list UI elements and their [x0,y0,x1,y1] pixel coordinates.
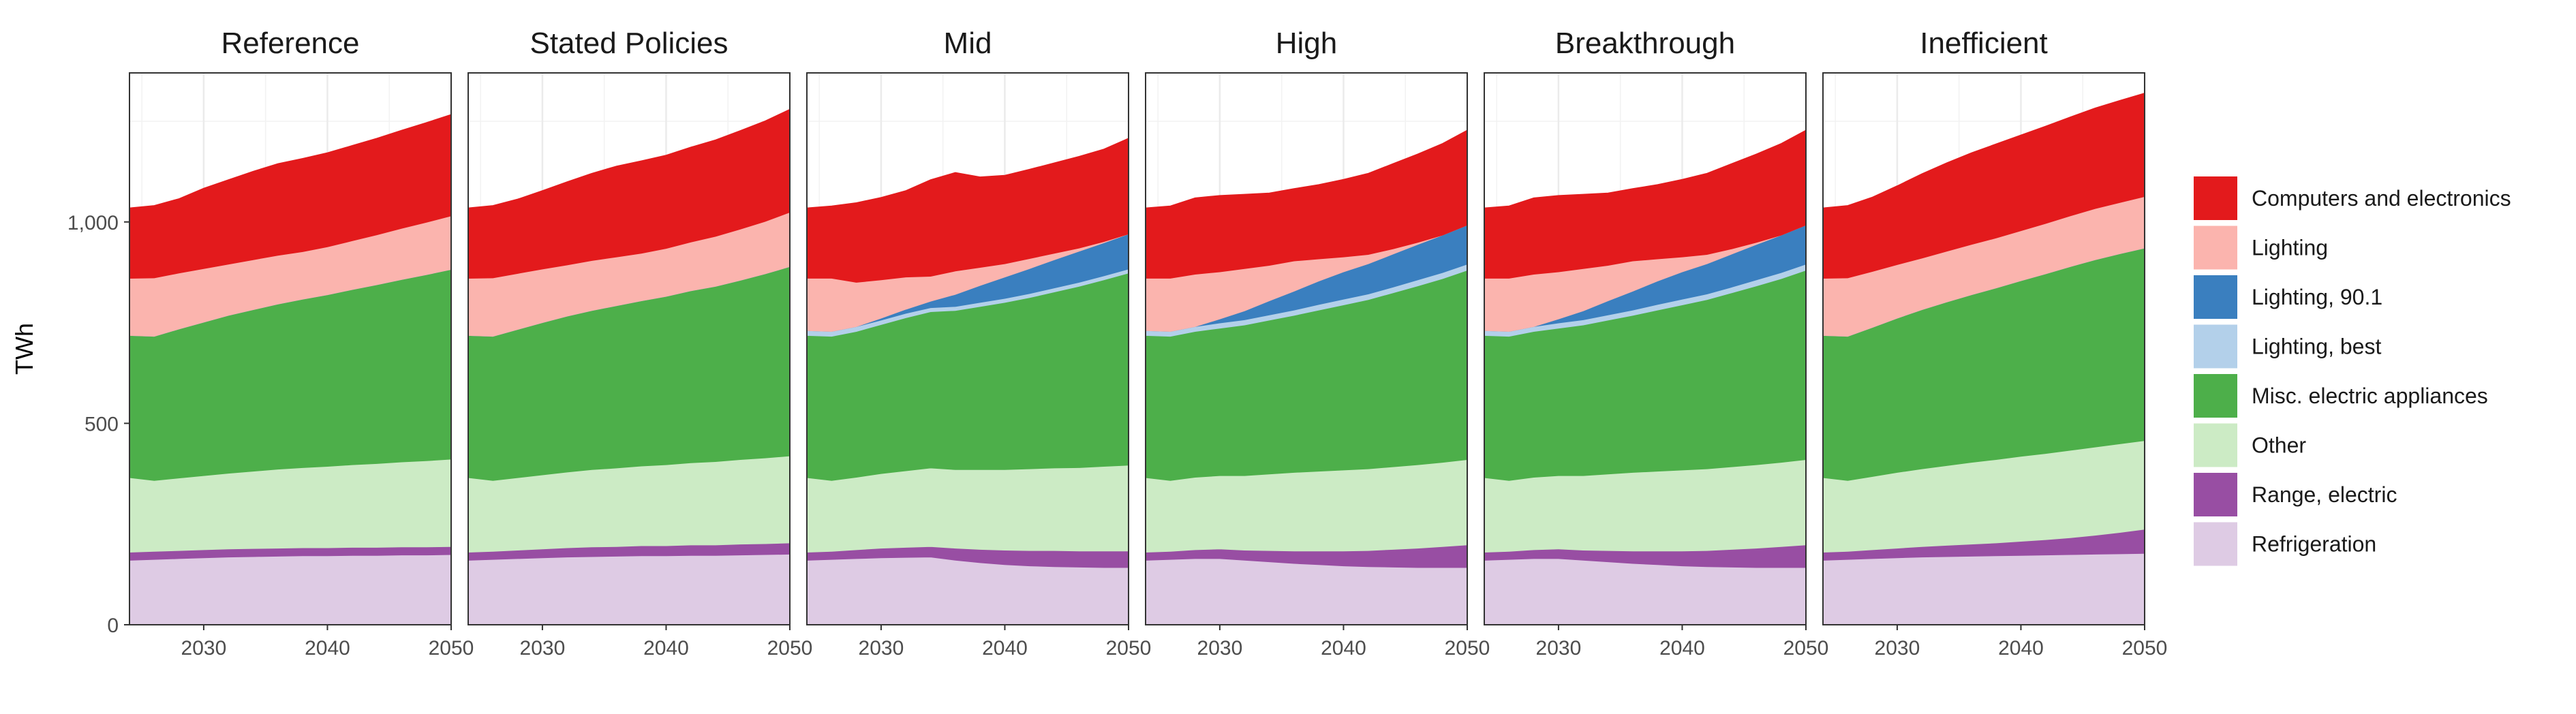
legend-item-other: Other [2192,422,2306,469]
legend-key [2192,521,2239,568]
panel-stated-policies: Stated Policies 2030 2040 2050 [467,27,813,659]
area-refrigeration [1145,558,1468,625]
legend-key [2192,175,2239,221]
legend-label: Other [2252,433,2306,458]
panel-reference: Reference 2030 2040 2050 [129,27,474,659]
x-tick-label: 2050 [429,637,474,659]
legend-label: Lighting [2252,236,2328,260]
panel-title: High [1276,27,1338,60]
legend: Computers and electronics Lighting Lightin… [2192,175,2511,568]
panel-title: Reference [221,27,359,60]
legend-item-computers-and-electronics: Computers and electronics [2192,175,2511,221]
panel-mid: Mid 2030 2040 2050 [806,27,1152,659]
area-refrigeration [1822,553,2145,625]
x-tick-label: 2030 [181,637,227,659]
legend-label: Range, electric [2252,482,2397,507]
x-tick-label: 2030 [520,637,566,659]
y-tick-label: 500 [85,413,119,435]
panel-title: Stated Policies [530,27,728,60]
x-tick-label: 2030 [1197,637,1243,659]
legend-key [2192,373,2239,419]
legend-item-misc-electric-appliances: Misc. electric appliances [2192,373,2488,419]
x-tick-label: 2030 [859,637,904,659]
panel-title: Inefficient [1920,27,2048,60]
panel-high: High 2030 2040 2050 [1145,27,1490,659]
panel-border [129,72,452,625]
legend-label: Computers and electronics [2252,186,2511,211]
x-tick-label: 2040 [1321,637,1366,659]
x-tick-label: 2030 [1875,637,1920,659]
legend-label: Refrigeration [2252,532,2376,557]
x-tick-label: 2040 [1998,637,2044,659]
legend-item-refrigeration: Refrigeration [2192,521,2376,568]
area-refrigeration [129,554,452,625]
legend-key [2192,471,2239,518]
legend-key [2192,422,2239,469]
legend-label: Lighting, 90.1 [2252,285,2382,309]
area-other [806,465,1129,553]
panel-breakthrough: Breakthrough 2030 2040 2050 [1484,27,1828,659]
panel-inefficient: Inefficient 2030 2040 2050 [1822,27,2168,659]
legend-item-range-electric: Range, electric [2192,471,2397,518]
legend-item-lighting-90-1: Lighting, 90.1 [2192,274,2382,320]
panel-border [467,72,791,625]
legend-key [2192,224,2239,271]
x-tick-label: 2050 [1783,637,1829,659]
panel-title: Mid [944,27,992,60]
legend-label: Lighting, best [2252,335,2381,359]
area-refrigeration [1484,558,1807,625]
legend-key [2192,323,2239,370]
panel-border [1484,72,1807,625]
y-tick-label: 1,000 [67,212,119,234]
legend-item-lighting-best: Lighting, best [2192,323,2381,370]
x-tick-label: 2050 [767,637,813,659]
x-tick-label: 2050 [2122,637,2168,659]
legend-key [2192,274,2239,320]
x-tick-label: 2040 [643,637,689,659]
legend-item-lighting: Lighting [2192,224,2328,271]
panel-border [1145,72,1468,625]
area-refrigeration [467,554,791,625]
x-tick-label: 2040 [982,637,1028,659]
panel-border [806,72,1129,625]
x-tick-label: 2040 [1659,637,1705,659]
x-tick-label: 2030 [1536,637,1582,659]
panel-title: Breakthrough [1555,27,1735,60]
x-tick-label: 2050 [1106,637,1152,659]
y-axis-label: TWh [10,323,38,375]
y-tick-label: 0 [107,615,119,637]
legend-label: Misc. electric appliances [2252,384,2488,408]
x-tick-label: 2050 [1445,637,1490,659]
panel-border [1822,72,2145,625]
x-tick-label: 2040 [305,637,350,659]
